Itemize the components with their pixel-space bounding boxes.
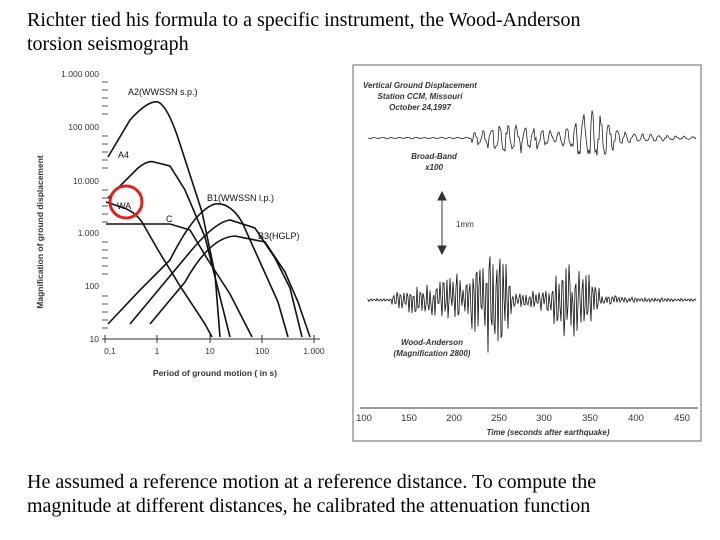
response-xlabel: Period of ground motion ( in s) [153,368,277,378]
seismogram-title-3: October 24,1997 [389,103,451,112]
curve-b3 [129,219,303,338]
seismogram-frame [352,64,702,442]
scale-bar [437,190,447,256]
response-y-tick: 1.000 [78,228,100,238]
response-y-minor-ticks [102,81,108,329]
curve-label-a4: A4 [118,150,129,160]
top-caption-line-2: torsion seismograph [27,33,189,55]
response-x-tick: 10 [205,346,215,356]
curve-b3-lower [149,235,311,338]
top-caption: Richter tied his formula to a specific i… [27,8,707,56]
response-x-tick: 0,1 [104,346,116,356]
wood-anderson-label-1: Wood-Anderson [401,338,463,347]
response-y-tick: 100 [85,281,99,291]
response-y-tick: 10.000 [73,176,99,186]
wood-anderson-trace [367,256,697,353]
seismogram-figure: Vertical Ground Displacement Station CCM… [352,64,702,442]
response-y-tick: 100 000 [68,122,99,132]
response-x-ticks: 0,1 1 10 100 1.000 [104,346,325,356]
time-tick: 450 [674,413,690,424]
curve-label-b3: B3(HGLP) [258,231,300,241]
curve-label-c: C [166,214,173,224]
time-axis-ticks: 100 150 200 250 300 350 400 450 [356,413,690,424]
curve-label-wa: WA [117,201,131,211]
curve-b1 [107,203,289,338]
wa-highlight-circle [108,184,144,220]
broadband-label-2: x100 [424,163,443,172]
response-y-tick: 10 [90,334,100,344]
time-axis-label: Time (seconds after earthquake) [486,428,609,437]
curve-label-b1: B1(WWSSN l.p.) [207,193,274,203]
response-x-tick: 100 [255,346,269,356]
curve-a2 [107,101,221,338]
time-tick: 350 [582,413,598,424]
response-x-tick: 1.000 [303,346,325,356]
time-tick: 150 [401,413,417,424]
seismogram-title-1: Vertical Ground Displacement [363,81,477,90]
curve-wa [105,201,213,338]
response-y-tick: 1.000 000 [61,69,99,79]
wood-anderson-label-2: (Magnification 2800) [394,349,471,358]
time-tick: 250 [491,413,507,424]
time-tick: 400 [628,413,644,424]
time-tick: 200 [446,413,462,424]
bottom-caption-line-2: magnitude at different distances, he cal… [27,495,591,517]
top-caption-line-1: Richter tied his formula to a specific i… [27,9,581,31]
scale-bar-label: 1mm [456,220,474,229]
bottom-caption: He assumed a reference motion at a refer… [27,470,717,518]
bottom-caption-line-1: He assumed a reference motion at a refer… [27,471,597,493]
seismogram-title-2: Station CCM, Missouri [378,92,464,101]
response-ylabel: Magnification of ground displacement [35,155,45,309]
response-y-ticks: 1.000 000 100 000 10.000 1.000 100 10 [61,69,99,344]
curve-c [106,223,253,338]
time-tick: 100 [356,413,372,424]
instrument-response-figure: Magnification of ground displacement 1.0… [35,69,325,378]
broadband-trace [367,110,697,156]
time-tick: 300 [536,413,552,424]
response-x-tick: 1 [155,346,160,356]
broadband-label-1: Broad-Band [411,152,458,161]
curve-label-a2: A2(WWSSN s.p.) [128,87,198,97]
curve-a4 [107,160,231,338]
response-x-axis-ticks [104,335,315,343]
